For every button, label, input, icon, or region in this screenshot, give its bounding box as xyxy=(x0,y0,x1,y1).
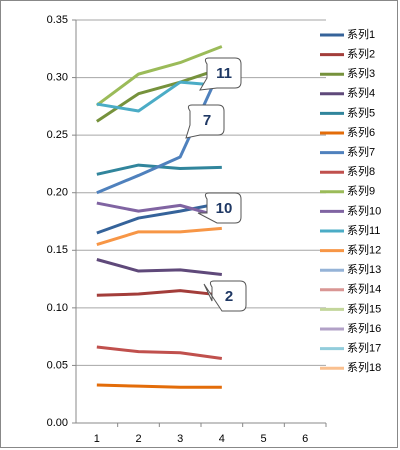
y-tick-label: 0.35 xyxy=(47,14,68,26)
x-tick-label: 3 xyxy=(177,433,183,445)
series-line xyxy=(96,289,222,297)
legend-label: 系列18 xyxy=(347,360,381,374)
y-tick-label: 0.15 xyxy=(47,244,68,256)
callout-bubble xyxy=(185,104,225,139)
series-line xyxy=(96,201,223,235)
x-tick-label: 1 xyxy=(94,433,100,445)
legend-label: 系列11 xyxy=(347,223,380,237)
y-tick-label: 0.05 xyxy=(47,359,68,371)
callout-bubble xyxy=(199,57,242,91)
legend-label: 系列17 xyxy=(347,341,381,355)
legend-label: 系列15 xyxy=(347,301,381,315)
legend-label: 系列4 xyxy=(347,86,375,100)
series-line xyxy=(96,201,223,219)
legend-label: 系列16 xyxy=(347,321,381,335)
legend-label: 系列5 xyxy=(347,105,375,119)
callout-label: 7 xyxy=(203,112,211,129)
y-tick-label: 0.00 xyxy=(47,417,68,429)
series-line xyxy=(96,345,223,361)
series-line xyxy=(96,226,222,246)
callout-bubble xyxy=(197,192,242,224)
callout-bubble xyxy=(203,280,247,312)
legend-label: 系列2 xyxy=(347,47,375,61)
callout-label: 2 xyxy=(225,288,233,305)
y-tick-label: 0.25 xyxy=(47,129,68,141)
legend-label: 系列1 xyxy=(347,27,375,41)
x-tick-label: 4 xyxy=(219,433,225,445)
y-tick-label: 0.20 xyxy=(47,187,68,199)
legend: 系列1 系列2 系列3 系列4 系列5 系列6 系列7 系列8 系列9 系列10 系列11 系列12 系… xyxy=(320,27,381,374)
y-tick-label: 0.30 xyxy=(47,71,68,83)
x-tick-label: 6 xyxy=(302,433,308,445)
legend-label: 系列14 xyxy=(347,282,381,296)
x-tick-label: 2 xyxy=(135,433,141,445)
legend-label: 系列12 xyxy=(347,243,381,257)
series-line xyxy=(96,383,222,389)
callouts: 11 7 10 2 xyxy=(185,57,247,312)
legend-label: 系列9 xyxy=(347,184,375,198)
legend-label: 系列7 xyxy=(347,145,375,159)
legend-label: 系列8 xyxy=(347,164,375,178)
series-line xyxy=(95,45,223,107)
legend-label: 系列6 xyxy=(347,125,375,139)
legend-label: 系列3 xyxy=(347,66,375,80)
callout-label: 10 xyxy=(216,200,233,217)
series-line xyxy=(96,258,222,276)
callout-label: 11 xyxy=(216,65,232,82)
legend-label: 系列10 xyxy=(347,203,381,217)
y-tick-label: 0.10 xyxy=(47,302,68,314)
legend-label: 系列13 xyxy=(347,262,381,276)
series-line xyxy=(96,80,222,113)
x-tick-label: 5 xyxy=(260,433,266,445)
